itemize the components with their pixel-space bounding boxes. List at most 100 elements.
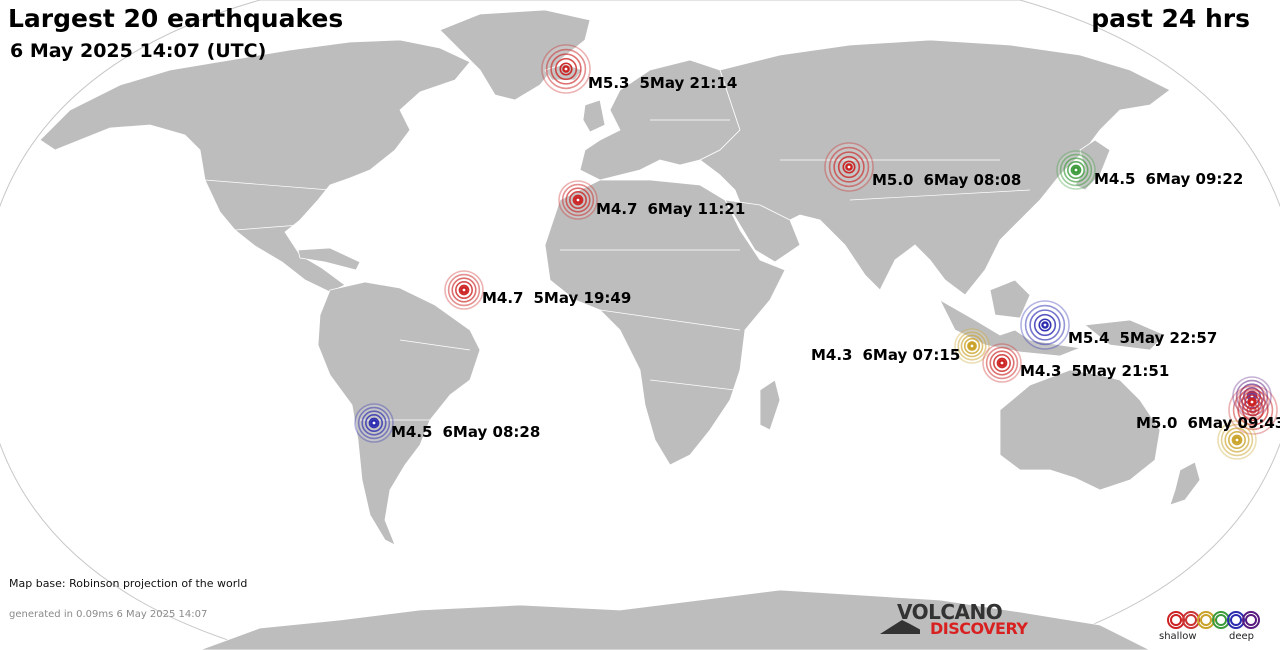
- quake-label-6: M5.4 5May 22:57: [1068, 329, 1217, 347]
- earthquake-marker-9-epicenter: [370, 419, 378, 427]
- earthquake-marker-2[interactable]: [824, 142, 874, 192]
- earthquake-marker-3-epicenter: [1072, 166, 1080, 174]
- earthquake-marker-extra-3-epicenter: [1248, 398, 1256, 406]
- volcano-discovery-logo[interactable]: VOLCANO DISCOVERY: [880, 600, 1050, 642]
- earthquake-marker-extra-3-ring: [1241, 391, 1263, 413]
- earthquake-marker-1-ring: [550, 53, 582, 85]
- borders: [204, 119, 1031, 421]
- earthquake-marker-8-ring: [996, 357, 1008, 369]
- earthquake-marker-1-ring: [554, 57, 578, 81]
- earthquake-marker-3-ring: [1067, 161, 1085, 179]
- earthquake-marker-2-ring: [837, 155, 861, 179]
- earthquake-marker-extra-3-ring: [1247, 397, 1257, 407]
- earthquake-marker-8[interactable]: [982, 343, 1022, 383]
- earthquake-marker-7[interactable]: [954, 328, 990, 364]
- landmass-north-america: [39, 39, 471, 293]
- quake-label-2: M5.0 6May 08:08: [872, 171, 1021, 189]
- landmass-antarctica: [199, 589, 1151, 650]
- legend-ring-6: [1242, 611, 1260, 629]
- map-date: 6 May 2025 14:07 (UTC): [10, 40, 267, 62]
- earthquake-marker-3-ring: [1059, 153, 1093, 187]
- earthquake-marker-5-ring: [447, 273, 481, 307]
- earthquake-marker-8-ring: [985, 346, 1019, 380]
- legend-shallow-label: shallow: [1159, 631, 1197, 642]
- earthquake-marker-1-ring: [545, 48, 587, 90]
- landmass-borneo: [989, 279, 1031, 319]
- earthquake-marker-2-epicenter: [845, 163, 853, 171]
- landmass-caribbean: [297, 247, 361, 271]
- earthquake-marker-extra-2-epicenter: [1233, 436, 1241, 444]
- earthquake-marker-5[interactable]: [444, 270, 484, 310]
- earthquake-marker-6[interactable]: [1020, 300, 1070, 350]
- earthquake-marker-3-ring: [1063, 157, 1089, 183]
- earthquake-marker-extra-3[interactable]: [1235, 385, 1269, 419]
- quake-label-4: M4.7 6May 11:21: [596, 200, 745, 218]
- earthquake-marker-9-ring: [361, 410, 387, 436]
- earthquake-marker-4-ring: [569, 191, 587, 209]
- generated-note: generated in 0.09ms 6 May 2025 14:07: [9, 609, 208, 620]
- earthquake-marker-2-ring: [842, 160, 856, 174]
- quake-label-3: M4.5 6May 09:22: [1094, 170, 1243, 188]
- legend-deep-label: deep: [1229, 631, 1254, 642]
- earthquake-marker-4[interactable]: [558, 180, 598, 220]
- landmass-indonesia: [939, 299, 1081, 357]
- quake-label-7: M4.3 6May 07:15: [811, 346, 960, 364]
- earthquake-marker-2-ring: [828, 146, 870, 188]
- volcano-icon: [880, 620, 920, 634]
- earthquake-marker-extra-2-ring: [1228, 431, 1246, 449]
- quake-label-10: M5.0 6May 09:43: [1136, 414, 1280, 432]
- earthquake-marker-8-ring: [989, 350, 1015, 376]
- earthquake-marker-2-ring: [833, 151, 865, 183]
- earthquake-marker-6-ring: [1024, 304, 1066, 346]
- earthquake-marker-3[interactable]: [1056, 150, 1096, 190]
- landmass-australia: [999, 369, 1161, 491]
- landmass-new-zealand: [1169, 461, 1201, 506]
- quake-label-8: M4.3 5May 21:51: [1020, 362, 1169, 380]
- quake-label-1: M5.3 5May 21:14: [588, 74, 737, 92]
- quake-label-5: M4.7 5May 19:49: [482, 289, 631, 307]
- landmass-arabia: [724, 199, 801, 263]
- earthquake-marker-1-epicenter: [562, 65, 570, 73]
- landmass-britain: [582, 99, 606, 133]
- earthquake-marker-7-ring: [963, 337, 981, 355]
- legend-ring-5: [1230, 614, 1242, 626]
- logo-text-volcano: VOLCANO: [897, 600, 1003, 624]
- earthquake-marker-extra-3-ring: [1238, 388, 1266, 416]
- earthquake-marker-1[interactable]: [541, 44, 591, 94]
- earthquake-marker-1-ring: [559, 62, 573, 76]
- earthquake-marker-4-ring: [565, 187, 591, 213]
- earthquake-marker-9-ring: [357, 406, 391, 440]
- earthquake-marker-3-ring: [1070, 164, 1082, 176]
- earthquake-marker-7-epicenter: [968, 342, 976, 350]
- earthquake-marker-5-ring: [455, 281, 473, 299]
- earthquake-marker-9[interactable]: [354, 403, 394, 443]
- land: [39, 9, 1201, 650]
- time-range: past 24 hrs: [1091, 4, 1250, 33]
- earthquake-marker-6-ring: [1033, 313, 1057, 337]
- earthquake-marker-8-ring: [993, 354, 1011, 372]
- landmass-africa: [544, 179, 786, 466]
- earthquake-marker-extra-3-ring: [1244, 394, 1260, 410]
- earthquake-marker-extra-2-ring: [1220, 423, 1254, 457]
- legend-ring-3: [1200, 614, 1212, 626]
- landmass-new-guinea: [1084, 319, 1166, 351]
- earthquake-marker-4-epicenter: [574, 196, 582, 204]
- legend-ring-1: [1170, 614, 1182, 626]
- earthquake-marker-5-ring: [458, 284, 470, 296]
- earthquake-marker-5-ring: [451, 277, 477, 303]
- landmass-asia: [699, 39, 1171, 296]
- map-title: Largest 20 earthquakes: [8, 4, 344, 33]
- earthquake-marker-extra-2-ring: [1224, 427, 1250, 453]
- earthquake-marker-extra-2[interactable]: [1217, 420, 1257, 460]
- earthquake-marker-10-ring: [1232, 389, 1274, 431]
- earthquake-marker-4-ring: [561, 183, 595, 217]
- earthquake-marker-9-ring: [368, 417, 380, 429]
- legend-ring-6: [1245, 614, 1257, 626]
- earthquake-marker-6-ring: [1038, 318, 1052, 332]
- legend-ring-4: [1215, 614, 1227, 626]
- map-base-note: Map base: Robinson projection of the wor…: [9, 577, 248, 590]
- earthquake-markers: [354, 44, 1278, 460]
- depth-legend-rings: [1167, 611, 1260, 629]
- legend-ring-2: [1185, 614, 1197, 626]
